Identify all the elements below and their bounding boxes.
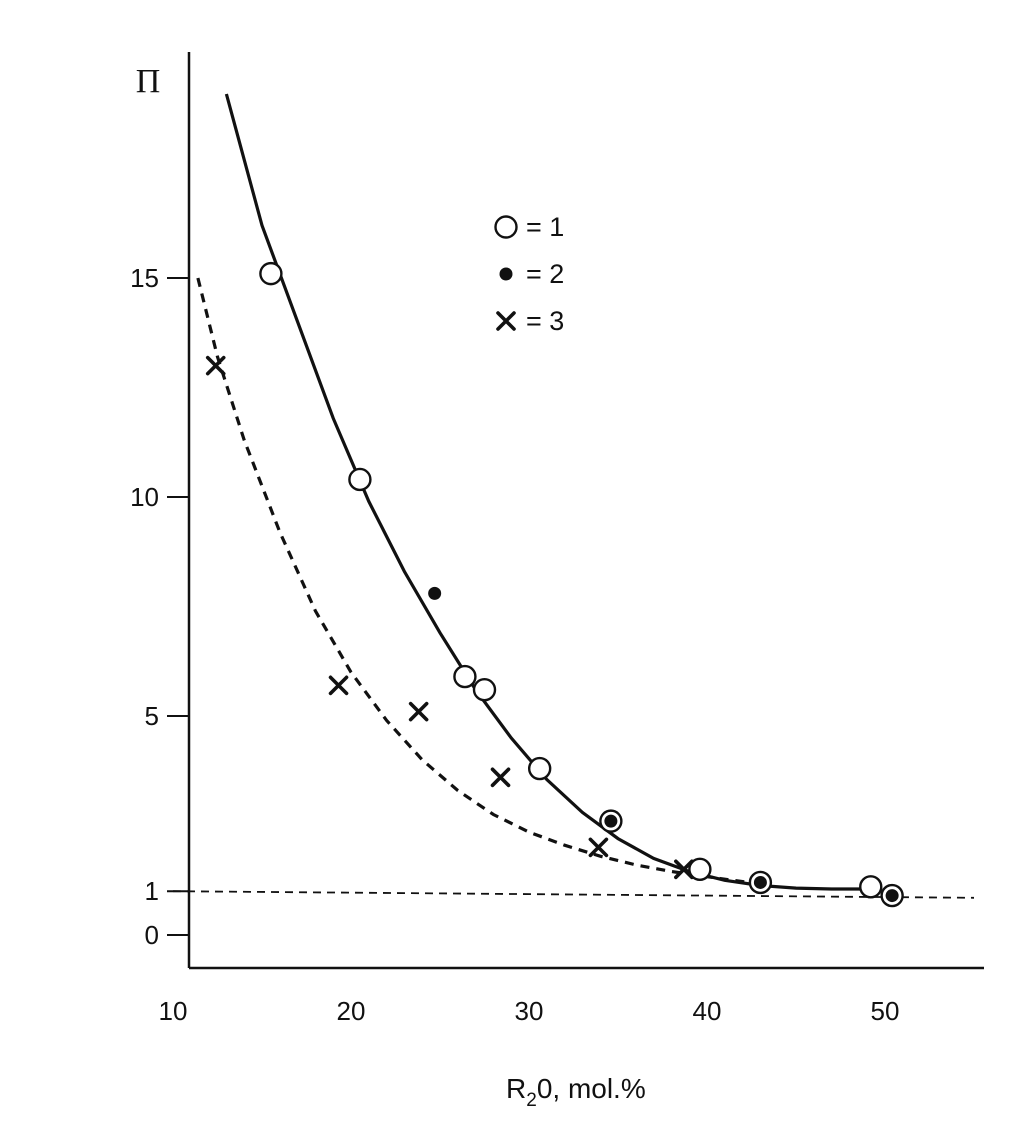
data-point-series-2: [604, 814, 618, 828]
data-point-series-3: [490, 767, 511, 788]
data-point-series-1: [688, 857, 712, 881]
data-point-series-1: [527, 756, 552, 781]
data-point-series-2: [885, 889, 899, 903]
data-point-series-1: [453, 664, 477, 689]
legend-marker: [494, 215, 518, 239]
x-tick-label: 50: [871, 996, 900, 1026]
x-tick-label: 20: [337, 996, 366, 1026]
cross-stroke: [490, 767, 511, 788]
data-point-series-3: [588, 837, 609, 858]
x-tick-label: 10: [159, 996, 188, 1026]
cross-stroke: [408, 701, 429, 722]
y-tick-label: 15: [130, 263, 159, 293]
y-axis-label: Π: [136, 63, 161, 100]
cross-stroke: [588, 837, 609, 858]
legend-label: = 3: [526, 306, 564, 336]
fit-curves: [172, 93, 975, 899]
y-tick-label: 1: [145, 876, 159, 906]
x-tick-label: 40: [693, 996, 722, 1026]
data-point-series-2: [753, 875, 767, 889]
cross-stroke: [205, 355, 226, 376]
data-point-series-1: [348, 467, 372, 492]
reference-line: [172, 890, 975, 899]
cross-stroke: [328, 675, 349, 696]
data-point-series-3: [205, 355, 226, 376]
y-tick-label: 10: [130, 482, 159, 512]
cross-stroke: [674, 859, 694, 880]
legend: = 1 = 2 = 3: [494, 212, 564, 336]
axes: [187, 52, 984, 970]
data-point-series-2: [428, 586, 442, 600]
legend-marker: [499, 267, 513, 281]
data-point-series-1: [859, 875, 883, 899]
x-axis-label-sub: 2: [526, 1090, 537, 1111]
x-axis-label-main: R: [506, 1073, 526, 1104]
data-point-series-1: [259, 261, 283, 286]
data-point-series-3: [328, 675, 349, 696]
data-point-series-1: [472, 678, 497, 702]
data-markers: [205, 261, 904, 908]
y-tick-label: 5: [145, 701, 159, 731]
x-tick-label: 30: [515, 996, 544, 1026]
legend-label: = 2: [526, 259, 564, 289]
legend-marker: [496, 311, 516, 331]
data-point-series-3: [674, 859, 694, 880]
data-point-series-3: [408, 701, 429, 722]
x-axis-label: R20, mol.%: [506, 1073, 646, 1111]
x-axis-label-rest: 0, mol.%: [537, 1073, 646, 1104]
legend-label: = 1: [526, 212, 564, 242]
y-tick-label: 0: [145, 920, 159, 950]
dashed-fit-curve: [196, 277, 766, 887]
cross-stroke: [496, 311, 516, 331]
